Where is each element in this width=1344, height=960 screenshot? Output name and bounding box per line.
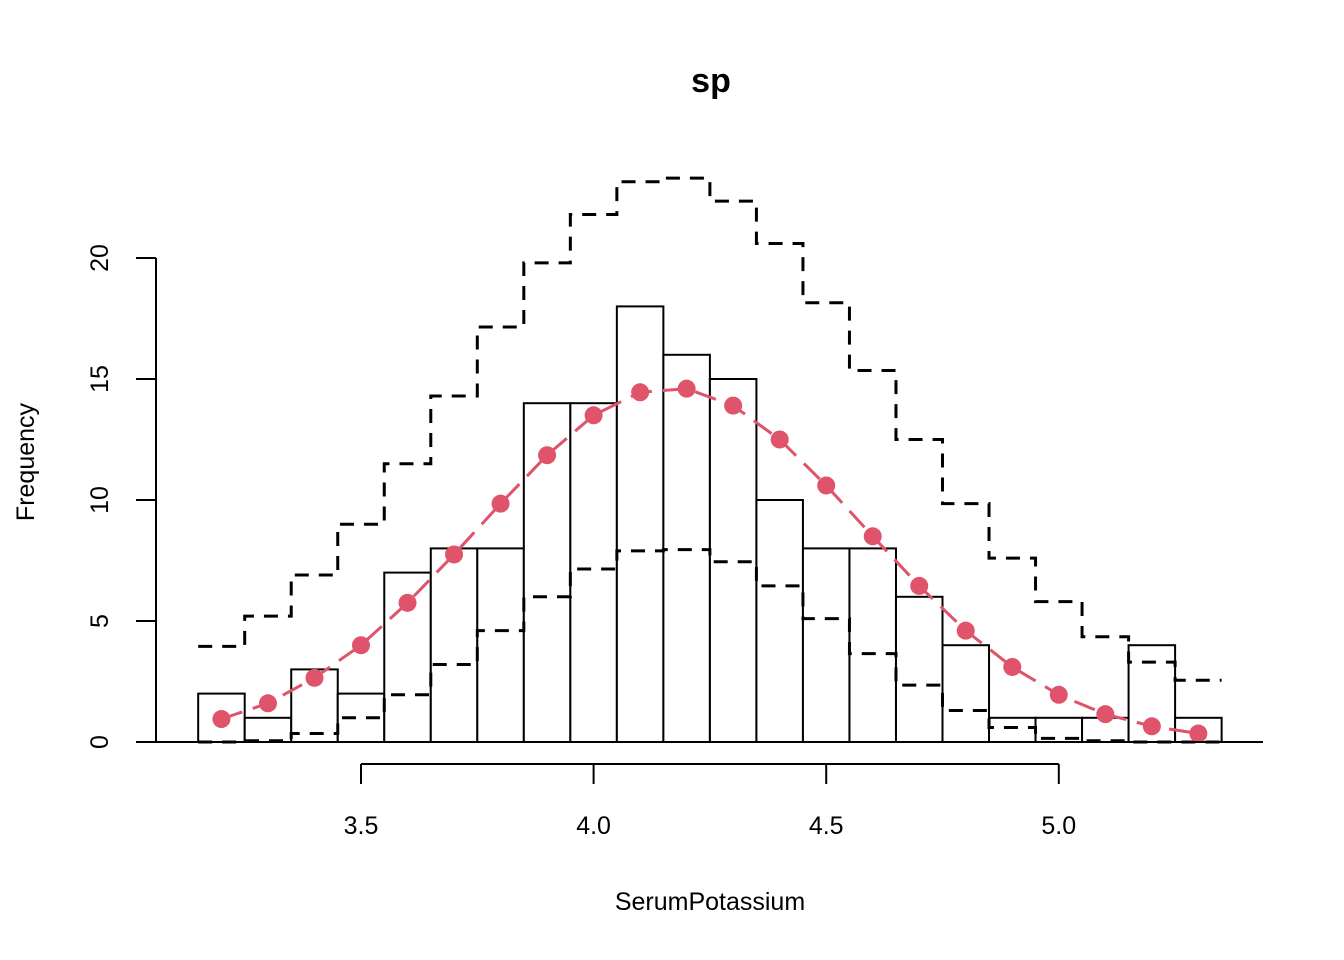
expected-point [352, 636, 370, 655]
expected-point [1142, 717, 1161, 736]
expected-point [910, 576, 929, 595]
expected-point [1003, 657, 1022, 676]
x-tick-label: 5.0 [1041, 812, 1076, 840]
lower-band-line [198, 548, 1222, 744]
expected-point [1189, 724, 1208, 743]
chart-title: sp [691, 62, 731, 100]
upper-band-line [198, 176, 1222, 682]
expected-point [584, 406, 603, 425]
histogram-bar [941, 644, 991, 744]
expected-point [724, 396, 743, 415]
y-axis-label: Frequency [12, 402, 40, 521]
histogram-bar [615, 305, 665, 743]
x-tick-label: 4.5 [809, 812, 844, 840]
x-tick-label: 4.0 [576, 812, 611, 840]
expected-point [398, 593, 417, 612]
y-tick-label: 20 [86, 244, 114, 272]
expected-point [445, 545, 464, 564]
histogram-bar [801, 547, 851, 744]
y-tick-label: 0 [86, 735, 114, 749]
expected-point [1096, 705, 1115, 724]
expected-point [1049, 685, 1068, 704]
histogram-bar [569, 402, 618, 743]
expected-point [212, 710, 231, 729]
histogram-bar [894, 595, 944, 743]
expected-point [631, 383, 650, 402]
expected-frequency-curve [212, 379, 1208, 743]
histogram-bar [755, 499, 804, 743]
histogram-bar [476, 547, 525, 744]
histogram-bar [848, 547, 897, 744]
expected-point [817, 476, 836, 495]
expected-point [770, 430, 789, 449]
expected-line [220, 387, 1199, 736]
y-tick-label: 5 [86, 614, 114, 628]
y-tick-label: 15 [86, 365, 114, 393]
expected-point [677, 379, 696, 398]
axes: 3.5 4.0 4.5 5.0 0 5 10 15 20 [86, 244, 1263, 840]
expected-point [305, 668, 324, 687]
expected-point [956, 621, 975, 640]
histogram-bar [988, 716, 1037, 743]
expected-point [538, 446, 557, 465]
x-tick-label: 3.5 [344, 812, 379, 840]
histogram-bar [429, 547, 479, 744]
expected-point [258, 694, 277, 713]
confidence-band-lines [198, 176, 1222, 744]
histogram-bar [243, 716, 293, 743]
expected-point [863, 527, 882, 546]
x-axis-label: SerumPotassium [615, 888, 805, 916]
y-tick-label: 10 [86, 486, 114, 514]
expected-point [491, 494, 510, 513]
